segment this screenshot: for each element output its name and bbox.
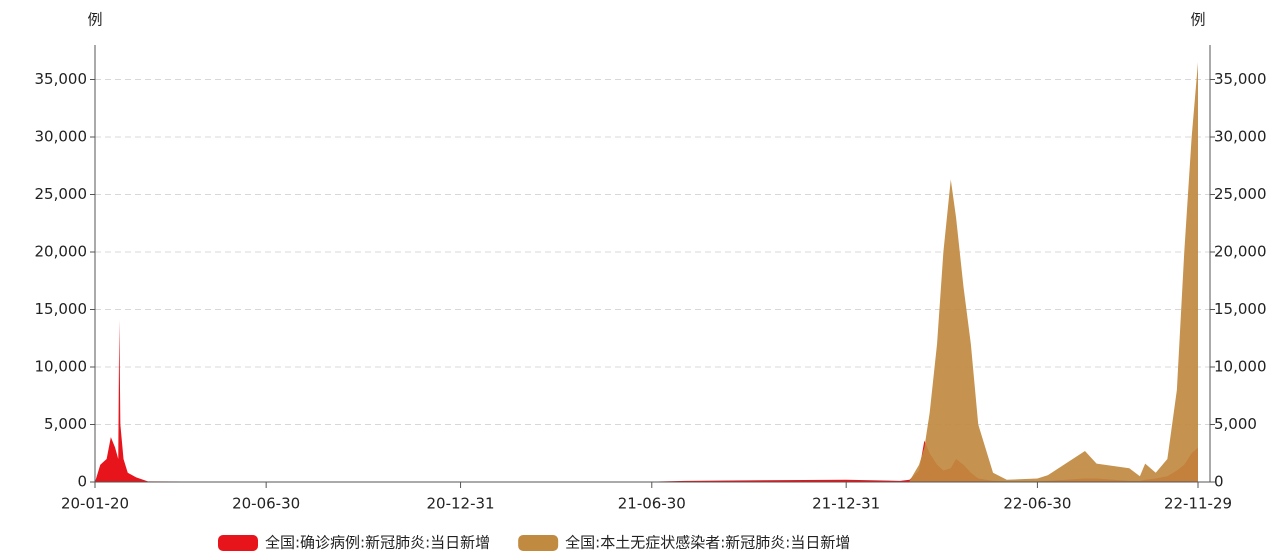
y2-tick-label: 35,000 [1214, 70, 1267, 88]
y-axis-label: 例 [87, 11, 102, 29]
y2-tick-label: 25,000 [1214, 185, 1267, 203]
legend-label: 全国:确诊病例:新冠肺炎:当日新增 [265, 534, 490, 552]
x-tick-label: 20-12-31 [427, 495, 495, 513]
x-tick-label: 20-01-20 [61, 495, 129, 513]
x-tick-label: 21-12-31 [812, 495, 880, 513]
y2-tick-label: 15,000 [1214, 300, 1267, 318]
legend-swatch [518, 535, 559, 551]
series-area [95, 319, 1198, 482]
y-tick-label: 20,000 [35, 243, 88, 261]
y2-tick-label: 20,000 [1214, 243, 1267, 261]
y-tick-label: 30,000 [35, 128, 88, 146]
y2-tick-label: 5,000 [1214, 415, 1257, 433]
y-tick-label: 25,000 [35, 185, 88, 203]
y-tick-label: 5,000 [44, 415, 87, 433]
y-tick-label: 0 [77, 473, 87, 491]
y2-tick-label: 30,000 [1214, 128, 1267, 146]
y2-tick-label: 10,000 [1214, 358, 1267, 376]
y-tick-label: 10,000 [35, 358, 88, 376]
y2-tick-label: 0 [1214, 473, 1224, 491]
y2-axis-label: 例 [1190, 11, 1205, 29]
x-tick-label: 21-06-30 [618, 495, 686, 513]
legend-label: 全国:本土无症状感染者:新冠肺炎:当日新增 [565, 534, 850, 552]
x-tick-label: 22-11-29 [1164, 495, 1232, 513]
x-tick-label: 20-06-30 [232, 495, 300, 513]
x-tick-label: 22-06-30 [1003, 495, 1071, 513]
series-area [909, 62, 1198, 482]
legend-swatch [218, 535, 258, 551]
y-tick-label: 35,000 [35, 70, 88, 88]
y-tick-label: 15,000 [35, 300, 88, 318]
